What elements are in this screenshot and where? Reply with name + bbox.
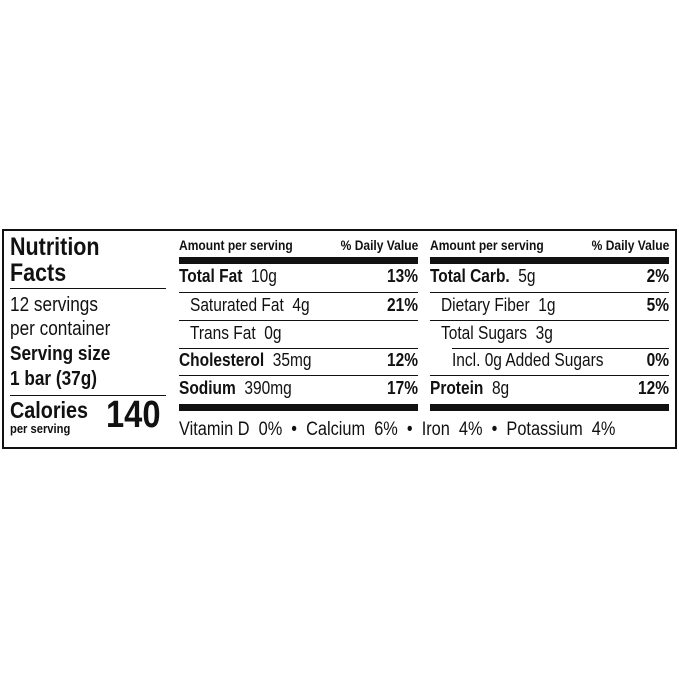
header-dv-right: % Daily Value xyxy=(591,237,669,253)
divider xyxy=(430,292,669,293)
nutrient-saturated-fat: Saturated Fat 4g xyxy=(190,295,310,315)
nutrient-added-sugars: Incl. 0g Added Sugars xyxy=(452,350,604,370)
divider xyxy=(430,375,669,376)
nutrient-protein: Protein 8g xyxy=(430,378,510,398)
title-line1: Nutrition xyxy=(10,233,100,261)
nutrition-facts-panel xyxy=(2,229,677,449)
title-line2: Facts xyxy=(10,259,67,287)
dv-saturated-fat: 21% xyxy=(387,295,418,315)
serving-size: Serving size 1 bar (37g) xyxy=(10,342,127,392)
dv-protein: 12% xyxy=(638,378,669,398)
divider xyxy=(179,348,418,349)
nutrient-cholesterol: Cholesterol 35mg xyxy=(179,350,312,370)
header-dv: % Daily Value xyxy=(340,237,418,253)
calories-label: Calories xyxy=(10,397,89,423)
thick-bar xyxy=(430,257,669,264)
header-amount-right: Amount per serving xyxy=(430,237,544,253)
dv-dietary-fiber: 5% xyxy=(646,295,669,315)
nutrient-total-fat: Total Fat 10g xyxy=(179,266,277,286)
header-amount: Amount per serving xyxy=(179,237,293,253)
thick-bar xyxy=(430,404,669,411)
nutrient-sodium: Sodium 390mg xyxy=(179,378,292,398)
dv-total-carb: 2% xyxy=(646,266,669,286)
dv-total-fat: 13% xyxy=(387,266,418,286)
divider xyxy=(179,320,418,321)
dv-sodium: 17% xyxy=(387,378,418,398)
divider xyxy=(10,395,166,396)
divider xyxy=(179,292,418,293)
divider xyxy=(452,348,669,349)
vitamins-minerals: Vitamin D 0% • Calcium 6% • Iron 4% • Po… xyxy=(179,419,616,440)
calories-sub: per serving xyxy=(10,421,71,436)
servings-per-container: 12 servings per container xyxy=(10,293,127,341)
serving-size-label: Serving size xyxy=(10,343,111,365)
title: Nutrition Facts xyxy=(10,234,114,286)
serving-size-value: 1 bar (37g) xyxy=(10,368,97,390)
divider xyxy=(430,320,669,321)
nutrient-trans-fat: Trans Fat 0g xyxy=(190,323,282,343)
divider xyxy=(10,288,166,289)
servings-line1: 12 servings xyxy=(10,294,98,316)
servings-line2: per container xyxy=(10,318,111,340)
divider xyxy=(179,375,418,376)
dv-added-sugars: 0% xyxy=(646,350,669,370)
calories-value: 140 xyxy=(106,394,161,436)
nutrient-dietary-fiber: Dietary Fiber 1g xyxy=(441,295,556,315)
nutrient-total-sugars: Total Sugars 3g xyxy=(441,323,553,343)
dv-cholesterol: 12% xyxy=(387,350,418,370)
nutrient-total-carb: Total Carb. 5g xyxy=(430,266,536,286)
thick-bar xyxy=(179,404,418,411)
thick-bar xyxy=(179,257,418,264)
